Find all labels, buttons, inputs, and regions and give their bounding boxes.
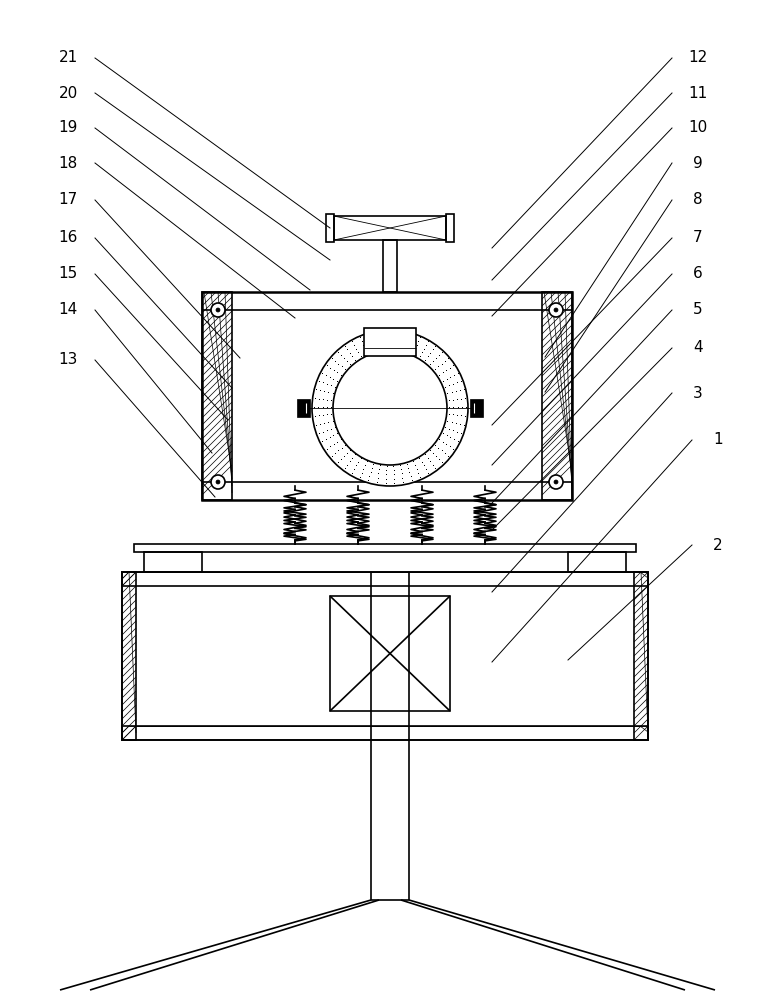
- Circle shape: [211, 475, 225, 489]
- Circle shape: [216, 480, 220, 484]
- Bar: [568, 552, 626, 572]
- Bar: [122, 572, 136, 740]
- Text: 18: 18: [58, 155, 78, 170]
- Text: 5: 5: [693, 302, 703, 318]
- Text: 9: 9: [693, 155, 703, 170]
- Text: 19: 19: [58, 120, 78, 135]
- Text: 6: 6: [693, 266, 703, 282]
- Text: 11: 11: [688, 86, 708, 101]
- Bar: [330, 596, 450, 711]
- Circle shape: [554, 480, 558, 484]
- Bar: [122, 572, 648, 586]
- Bar: [542, 292, 572, 500]
- Circle shape: [333, 351, 447, 465]
- Text: 3: 3: [693, 385, 703, 400]
- Text: 8: 8: [693, 192, 703, 208]
- Circle shape: [312, 330, 468, 486]
- Bar: [470, 399, 483, 417]
- Text: 12: 12: [688, 50, 708, 66]
- Bar: [122, 572, 648, 740]
- Text: 10: 10: [688, 120, 708, 135]
- Circle shape: [554, 308, 558, 312]
- Bar: [202, 292, 572, 500]
- Bar: [634, 572, 648, 740]
- Bar: [446, 214, 454, 242]
- Bar: [383, 240, 397, 292]
- Text: 13: 13: [58, 353, 78, 367]
- Bar: [334, 216, 446, 240]
- Bar: [202, 292, 232, 500]
- Text: 21: 21: [58, 50, 78, 66]
- Text: 14: 14: [58, 302, 78, 318]
- Text: 2: 2: [713, 538, 723, 552]
- Bar: [122, 726, 648, 740]
- Bar: [297, 399, 310, 417]
- Text: 7: 7: [693, 231, 703, 245]
- Text: 17: 17: [58, 192, 78, 208]
- Text: 20: 20: [58, 86, 78, 101]
- Text: 16: 16: [58, 231, 78, 245]
- Circle shape: [549, 475, 563, 489]
- Circle shape: [549, 303, 563, 317]
- Circle shape: [211, 303, 225, 317]
- Text: 4: 4: [693, 340, 703, 356]
- Circle shape: [216, 308, 220, 312]
- Text: 1: 1: [713, 432, 723, 448]
- Bar: [364, 328, 416, 356]
- Bar: [326, 214, 334, 242]
- Bar: [144, 552, 202, 572]
- Bar: [134, 544, 636, 552]
- Text: 15: 15: [58, 266, 78, 282]
